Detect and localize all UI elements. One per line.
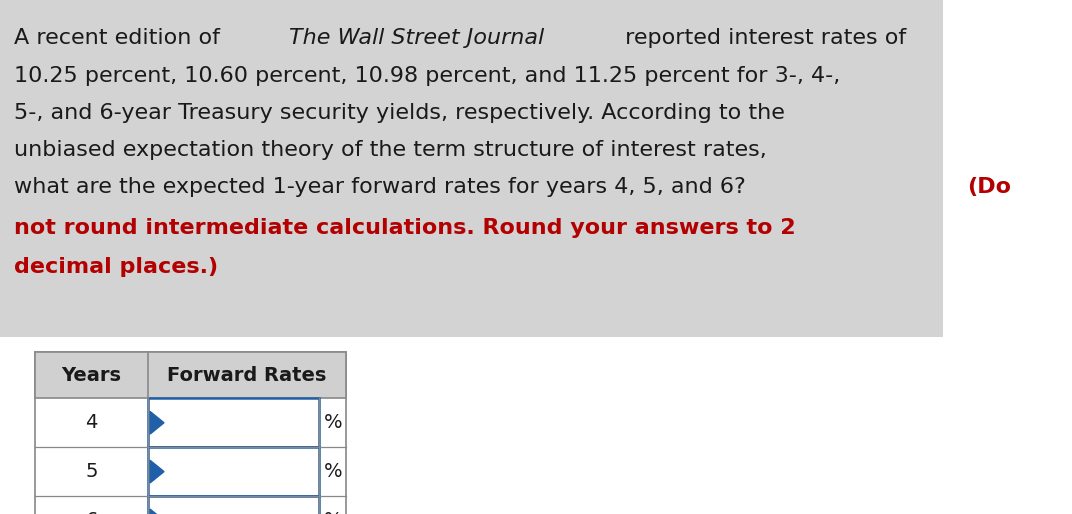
Bar <box>35 352 346 398</box>
Text: A recent edition of: A recent edition of <box>14 28 227 48</box>
Polygon shape <box>150 509 164 514</box>
Bar <box>35 352 346 514</box>
Text: The Wall Street Journal: The Wall Street Journal <box>289 28 545 48</box>
Text: unbiased expectation theory of the term structure of interest rates,: unbiased expectation theory of the term … <box>14 140 766 160</box>
Text: 10.25 percent, 10.60 percent, 10.98 percent, and 11.25 percent for 3-, 4-,: 10.25 percent, 10.60 percent, 10.98 perc… <box>14 66 840 86</box>
Text: Forward Rates: Forward Rates <box>167 366 327 384</box>
Text: reported interest rates of: reported interest rates of <box>619 28 907 48</box>
Bar <box>0 0 943 337</box>
Polygon shape <box>150 461 164 483</box>
Text: %: % <box>324 511 342 514</box>
Text: %: % <box>324 462 342 481</box>
Text: %: % <box>324 413 342 432</box>
Bar <box>148 447 319 496</box>
Bar <box>148 398 319 447</box>
Text: Years: Years <box>62 366 121 384</box>
Bar <box>148 496 319 514</box>
Text: decimal places.): decimal places.) <box>14 257 218 277</box>
Polygon shape <box>150 411 164 434</box>
Text: what are the expected 1-year forward rates for years 4, 5, and 6?: what are the expected 1-year forward rat… <box>14 177 753 197</box>
Text: 5: 5 <box>86 462 98 481</box>
Text: 5-, and 6-year Treasury security yields, respectively. According to the: 5-, and 6-year Treasury security yields,… <box>14 103 785 123</box>
Text: 6: 6 <box>86 511 98 514</box>
Text: 4: 4 <box>86 413 98 432</box>
Text: not round intermediate calculations. Round your answers to 2: not round intermediate calculations. Rou… <box>14 218 795 238</box>
Text: (Do: (Do <box>967 177 1011 197</box>
